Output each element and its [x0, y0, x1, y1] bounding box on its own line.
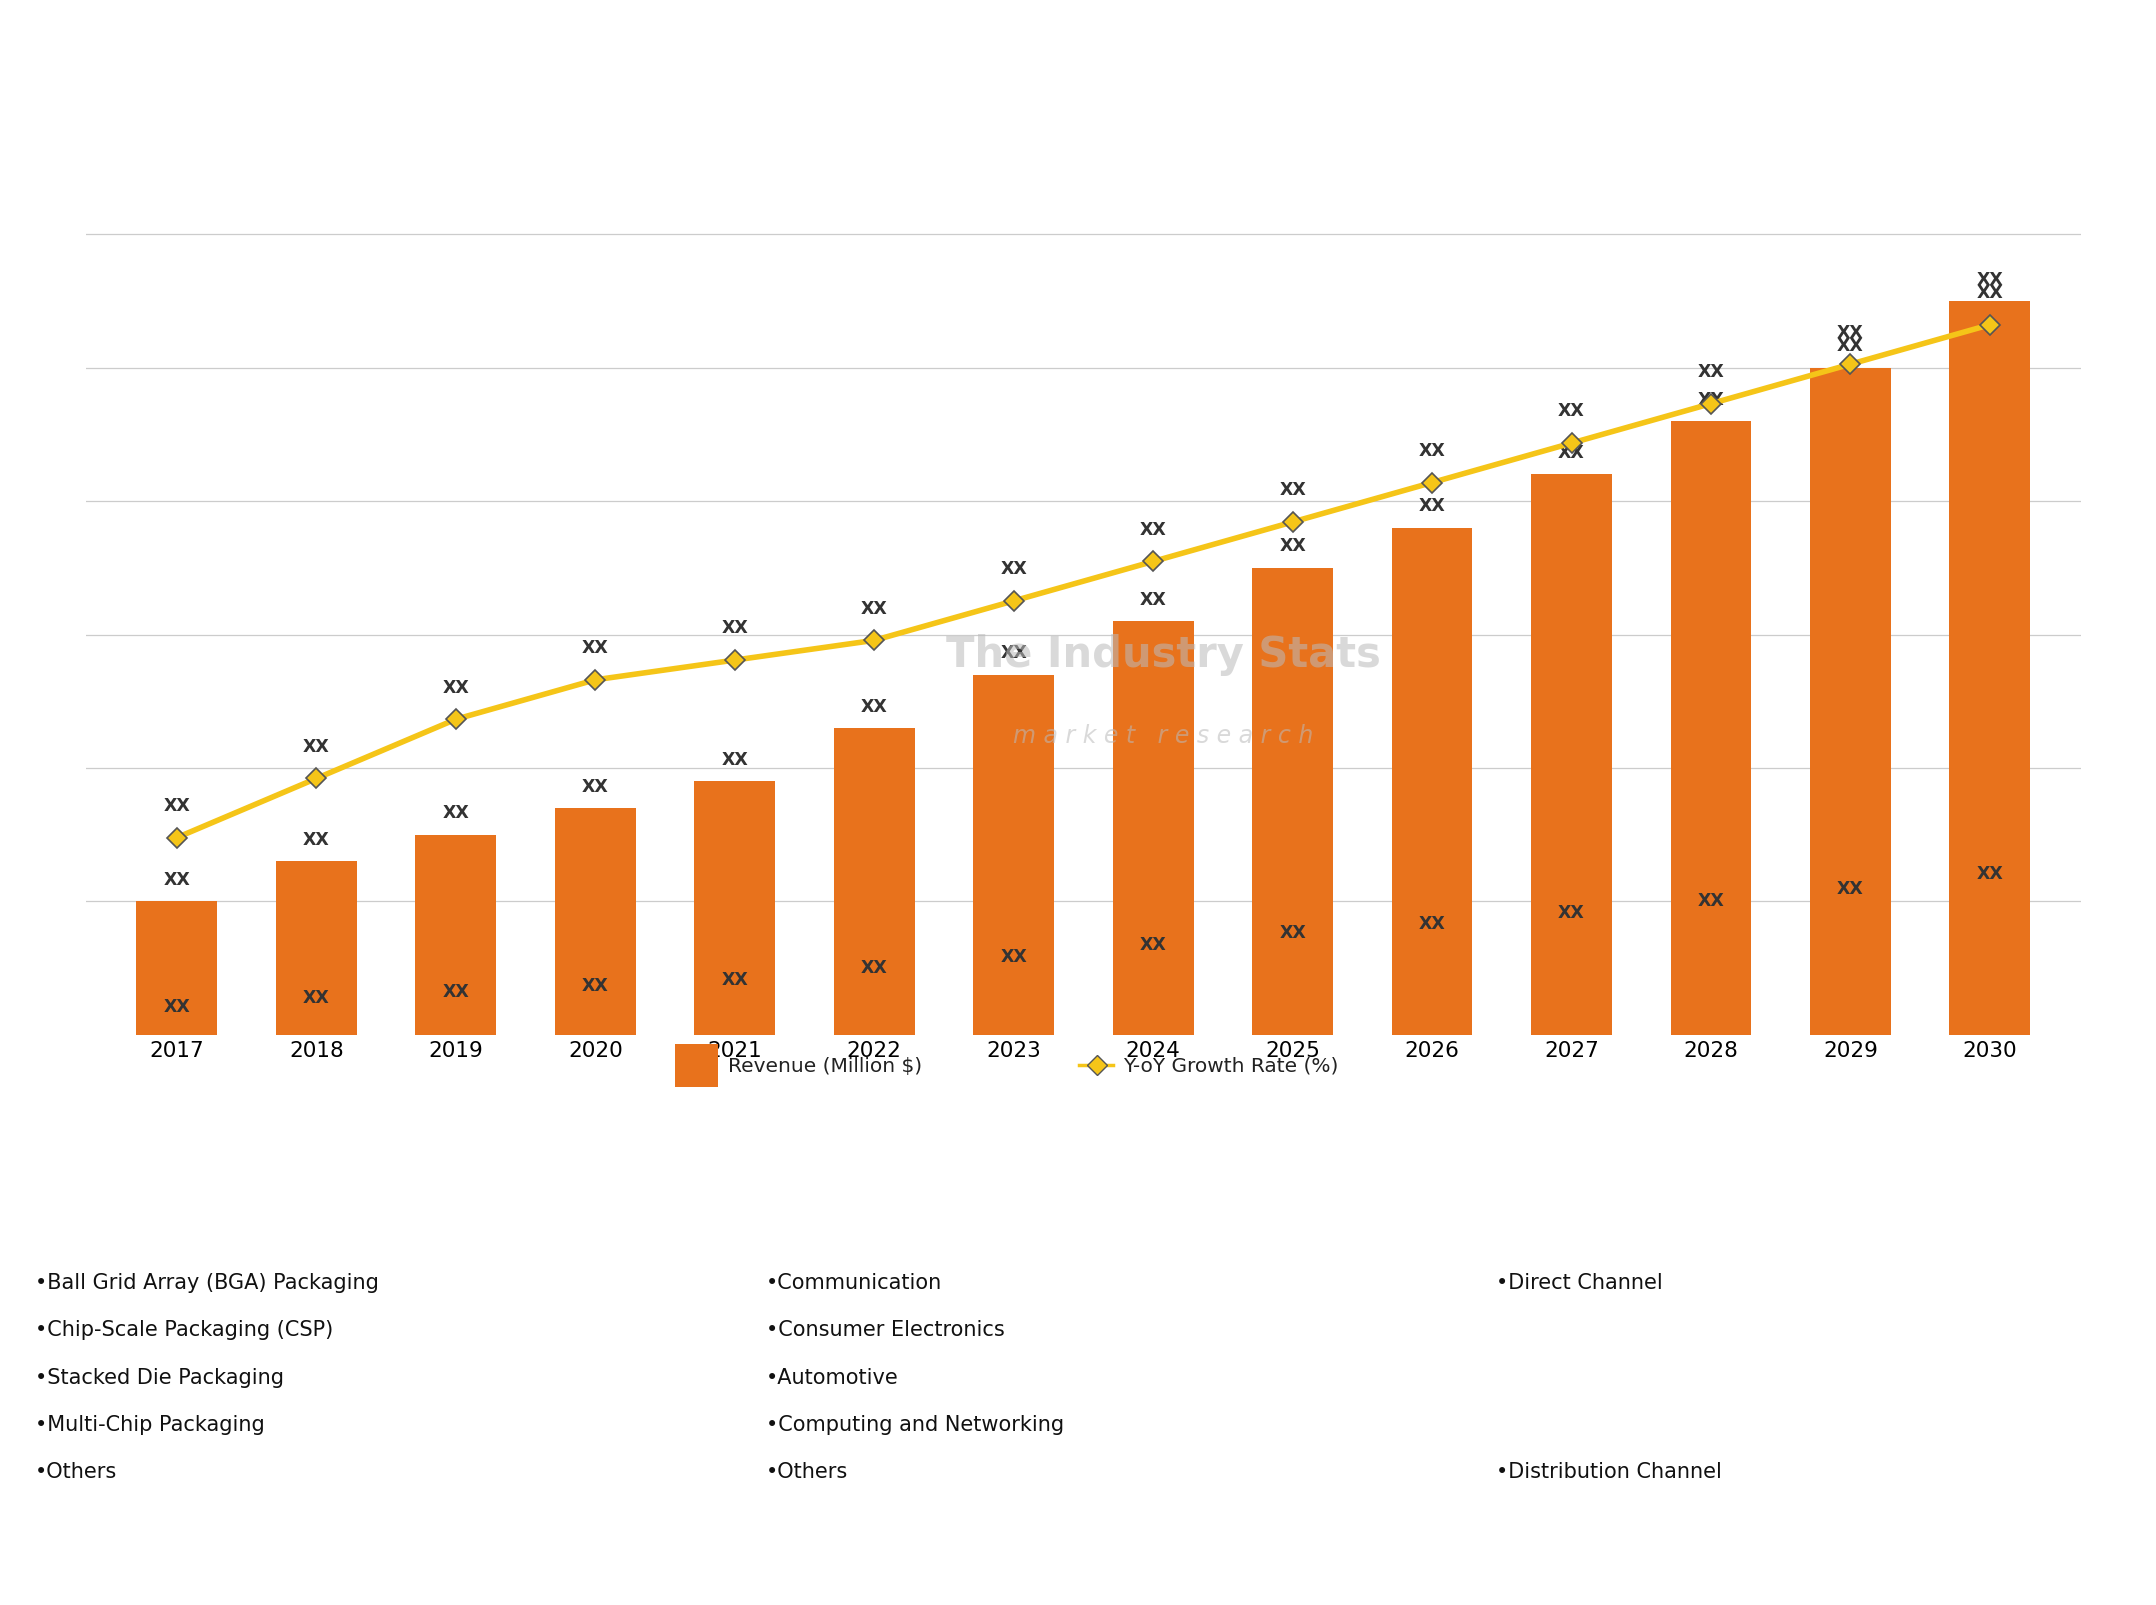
Text: XX: XX: [1419, 915, 1445, 933]
Bar: [1391, 528, 1473, 1035]
Text: •Others: •Others: [34, 1462, 116, 1481]
Text: XX: XX: [860, 958, 888, 977]
Text: Revenue (Million $): Revenue (Million $): [729, 1056, 923, 1075]
Bar: [1112, 621, 1194, 1035]
Text: XX: XX: [582, 639, 608, 656]
Text: XX: XX: [442, 679, 470, 697]
Text: XX: XX: [1279, 538, 1307, 555]
Text: XX: XX: [1697, 891, 1725, 910]
Text: •Consumer Electronics: •Consumer Electronics: [765, 1319, 1005, 1340]
Text: XX: XX: [1837, 323, 1863, 342]
Text: XX: XX: [1697, 390, 1725, 408]
Text: •Stacked Die Packaging: •Stacked Die Packaging: [34, 1367, 285, 1387]
FancyBboxPatch shape: [675, 1045, 718, 1087]
Text: •Chip-Scale Packaging (CSP): •Chip-Scale Packaging (CSP): [34, 1319, 332, 1340]
Bar: [554, 809, 636, 1035]
Text: •Communication: •Communication: [765, 1273, 942, 1292]
Text: XX: XX: [304, 737, 330, 756]
Text: XX: XX: [304, 989, 330, 1006]
Text: XX: XX: [1977, 284, 2003, 302]
Text: Email: sales@theindustrystats.com: Email: sales@theindustrystats.com: [886, 1541, 1270, 1560]
Text: XX: XX: [1141, 936, 1166, 953]
Bar: [1949, 302, 2031, 1035]
Bar: [276, 862, 356, 1035]
Text: XX: XX: [722, 620, 748, 637]
Text: XX: XX: [1837, 337, 1863, 355]
Text: m a r k e t   r e s e a r c h: m a r k e t r e s e a r c h: [1013, 724, 1313, 748]
Text: •Computing and Networking: •Computing and Networking: [765, 1414, 1063, 1435]
Text: Application: Application: [1009, 1175, 1147, 1197]
Text: XX: XX: [722, 971, 748, 989]
Text: Fig. Global Outsourced Semiconductor Assembly & Test Market Status and Outlook: Fig. Global Outsourced Semiconductor Ass…: [39, 40, 1406, 67]
Text: XX: XX: [1697, 363, 1725, 380]
Bar: [972, 676, 1054, 1035]
Text: •Ball Grid Array (BGA) Packaging: •Ball Grid Array (BGA) Packaging: [34, 1273, 379, 1292]
Text: XX: XX: [1837, 880, 1863, 897]
Text: Source: Theindustrystats Analysis: Source: Theindustrystats Analysis: [39, 1541, 414, 1560]
Text: XX: XX: [1000, 947, 1026, 965]
Text: XX: XX: [1419, 441, 1445, 459]
Text: XX: XX: [1559, 445, 1585, 462]
Text: •Multi-Chip Packaging: •Multi-Chip Packaging: [34, 1414, 265, 1435]
Text: XX: XX: [1559, 904, 1585, 921]
Text: XX: XX: [1419, 498, 1445, 515]
Text: •Others: •Others: [765, 1462, 847, 1481]
Bar: [1531, 475, 1613, 1035]
Text: XX: XX: [1000, 560, 1026, 578]
Bar: [694, 782, 776, 1035]
Text: •Automotive: •Automotive: [765, 1367, 899, 1387]
Text: XX: XX: [1279, 482, 1307, 499]
Text: XX: XX: [304, 830, 330, 849]
Text: •Direct Channel: •Direct Channel: [1496, 1273, 1662, 1292]
Text: Sales Channels: Sales Channels: [1714, 1175, 1904, 1197]
Bar: [1811, 369, 1891, 1035]
Text: XX: XX: [860, 697, 888, 716]
Text: XX: XX: [164, 997, 190, 1014]
Text: XX: XX: [860, 599, 888, 618]
Text: XX: XX: [722, 751, 748, 769]
Text: XX: XX: [164, 796, 190, 814]
Text: XX: XX: [164, 870, 190, 889]
Text: Product Types: Product Types: [261, 1175, 433, 1197]
Bar: [416, 835, 496, 1035]
Text: XX: XX: [1000, 644, 1026, 661]
Text: XX: XX: [442, 804, 470, 822]
Text: XX: XX: [582, 976, 608, 995]
Bar: [1253, 568, 1332, 1035]
Text: XX: XX: [442, 982, 470, 1000]
Bar: [1671, 422, 1751, 1035]
Text: XX: XX: [1279, 923, 1307, 942]
Text: •Distribution Channel: •Distribution Channel: [1496, 1462, 1723, 1481]
Bar: [834, 729, 914, 1035]
Text: XX: XX: [1141, 591, 1166, 608]
Text: The Industry Stats: The Industry Stats: [946, 634, 1380, 676]
Text: XX: XX: [582, 777, 608, 794]
Text: XX: XX: [1141, 520, 1166, 538]
Text: XX: XX: [1559, 403, 1585, 421]
Text: Website: www.theindustrystats.com: Website: www.theindustrystats.com: [1718, 1541, 2117, 1560]
Text: Y-oY Growth Rate (%): Y-oY Growth Rate (%): [1123, 1056, 1339, 1075]
Bar: [136, 902, 218, 1035]
Text: XX: XX: [1977, 865, 2003, 883]
Text: XX: XX: [1977, 270, 2003, 289]
